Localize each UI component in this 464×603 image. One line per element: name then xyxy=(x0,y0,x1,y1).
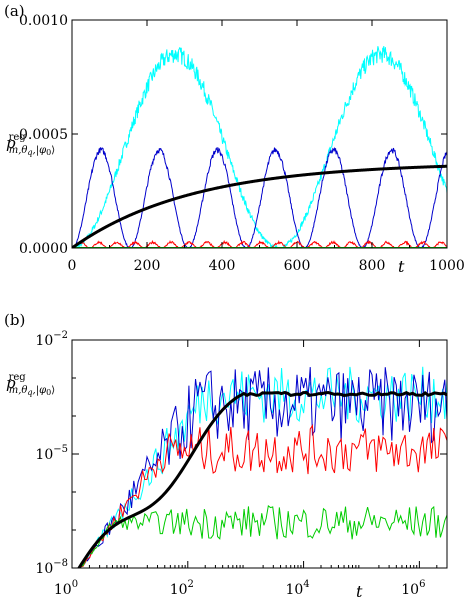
series-b-1 xyxy=(72,367,447,580)
x-tick-label-a-5: 1000 xyxy=(429,258,464,274)
panel-label-b: (b) xyxy=(4,311,25,329)
panel-b: (b) 100 102 104 106 10−8 10−5 10−2 t preg m,θq,|φ0… xyxy=(4,311,447,601)
panel-a: (a)0 200 400 600 800 10000.00000.00050.0010tp… xyxy=(4,2,464,276)
x-tick-label-b-3: 106 xyxy=(401,579,425,598)
x-tick-label-a-4: 800 xyxy=(359,258,386,274)
x-axis-label-b: t xyxy=(356,582,363,601)
x-tick-label-b-1: 102 xyxy=(170,579,194,598)
x-tick-label-a-1: 200 xyxy=(134,258,161,274)
y-tick-label-a-1: 0.0005 xyxy=(19,127,68,143)
y-tick-label-a-0: 0.0000 xyxy=(19,241,68,257)
y-tick-label-b-0: 10−8 xyxy=(35,558,68,577)
y-tick-label-a-2: 0.0010 xyxy=(19,13,68,29)
y-tick-label-b-1: 10−5 xyxy=(35,444,68,463)
x-tick-label-a-0: 0 xyxy=(68,258,77,274)
x-tick-label-b-2: 104 xyxy=(285,579,309,598)
series-a-2 xyxy=(72,147,447,248)
y-axis-label-b: preg m,θq,|φ0⟩ xyxy=(6,372,55,397)
y-tick-label-b-2: 10−2 xyxy=(35,330,68,349)
x-axis-label-a: t xyxy=(398,257,405,276)
x-tick-label-a-2: 400 xyxy=(209,258,236,274)
x-tick-label-b-0: 100 xyxy=(54,579,78,598)
series-a-1 xyxy=(72,46,447,250)
x-tick-label-a-3: 600 xyxy=(284,258,311,274)
